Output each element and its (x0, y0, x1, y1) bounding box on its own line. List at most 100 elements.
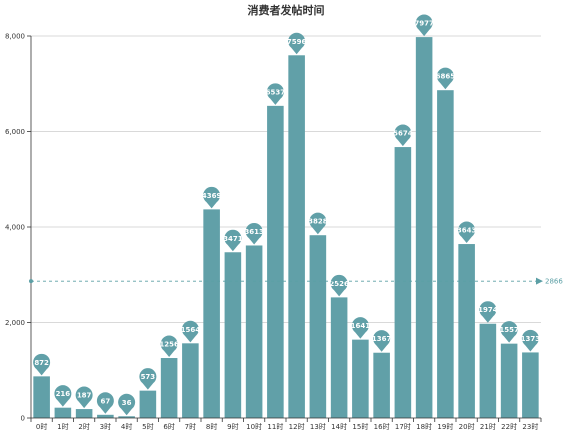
bar-value-marker (394, 124, 412, 147)
bar-layer (33, 37, 539, 419)
average-line-arrow (536, 277, 543, 285)
x-tick-label: 12时 (289, 422, 305, 431)
bar (437, 90, 454, 418)
bar-value-label: 3471 (223, 235, 243, 243)
y-tick-label: 6,000 (5, 128, 25, 136)
bar-value-label: 3613 (244, 228, 264, 236)
bar-value-marker (521, 329, 539, 352)
chart-title: 消费者发帖时间 (247, 4, 325, 17)
bar-value-label: 67 (101, 397, 111, 405)
bar-value-label: 7596 (287, 38, 307, 46)
bar-value-marker (181, 320, 199, 343)
bar-value-label: 5674 (393, 130, 413, 138)
bar-value-label: 1557 (499, 326, 519, 334)
average-line-layer: 2866 (29, 277, 563, 286)
bar-value-label: 1256 (159, 341, 179, 349)
y-tick-label: 4,000 (5, 224, 25, 232)
bar-value-marker (75, 386, 93, 409)
bar-value-label: 4369 (202, 192, 222, 200)
bar-value-marker (96, 392, 114, 414)
x-tick-label: 8时 (206, 422, 217, 431)
bar-value-marker (139, 368, 157, 390)
bar (203, 209, 220, 418)
bar-value-label: 36 (122, 399, 132, 407)
bar-value-label: 3828 (308, 218, 328, 226)
bar (522, 352, 539, 418)
bar (75, 409, 93, 418)
bar-value-marker (500, 321, 518, 343)
bar-value-marker (479, 301, 497, 323)
bar-value-marker (458, 221, 476, 244)
x-tick-label: 10时 (246, 422, 262, 431)
x-tick-label: 18时 (416, 422, 432, 431)
bar-value-label: 216 (56, 390, 71, 398)
bar-value-marker (330, 274, 348, 297)
x-tick-label: 14时 (331, 422, 347, 431)
bar (415, 37, 433, 418)
bar-value-marker (54, 385, 72, 407)
bar-value-label: 6865 (436, 73, 456, 81)
bar-value-marker (266, 83, 284, 105)
bar (352, 339, 369, 418)
bar (182, 343, 199, 418)
x-tick-label: 21时 (480, 422, 496, 431)
bar (224, 252, 242, 418)
x-tick-label: 4时 (121, 422, 132, 431)
y-tick-label: 8,000 (5, 33, 25, 41)
x-tick-label: 5时 (142, 422, 153, 431)
x-tick-label: 1时 (57, 422, 68, 431)
bar (267, 105, 284, 419)
bar-value-label: 1974 (478, 306, 498, 314)
x-tick-label: 2时 (78, 422, 89, 431)
y-tick-label: 2,000 (5, 319, 25, 327)
x-tick-label: 9时 (227, 422, 238, 431)
x-tick-label: 3时 (100, 422, 111, 431)
bar-value-label: 1373 (521, 335, 541, 343)
bar-value-marker (203, 186, 221, 209)
bar (309, 235, 327, 418)
bar-value-marker (224, 229, 242, 252)
x-tick-label: 6时 (163, 422, 174, 431)
x-tick-label: 20时 (459, 422, 475, 431)
x-tick-label: 22时 (501, 422, 517, 431)
x-tick-label: 13时 (310, 422, 326, 431)
bar-value-marker (118, 393, 136, 416)
bar-value-label: 1367 (372, 335, 392, 343)
bar (54, 407, 72, 418)
bar (330, 297, 348, 418)
average-line-label: 2866 (545, 278, 563, 286)
x-tick-label: 15时 (352, 422, 368, 431)
bar (373, 352, 390, 418)
bar (97, 414, 114, 418)
bar (245, 245, 263, 418)
x-tick-label: 23时 (522, 422, 538, 431)
bar (33, 376, 50, 418)
bar-value-label: 872 (34, 359, 49, 367)
bar (288, 55, 305, 418)
bar-value-marker (160, 335, 178, 358)
bar (160, 358, 178, 418)
bar-value-marker (415, 14, 433, 37)
bar (500, 343, 518, 418)
bar-value-label: 6537 (266, 88, 286, 96)
bar (118, 416, 135, 418)
bar-value-label: 1641 (351, 322, 371, 330)
bar-value-marker (436, 67, 454, 90)
bar-value-label: 2526 (329, 280, 349, 288)
x-tick-label: 0时 (36, 422, 47, 431)
x-tick-label: 11时 (267, 422, 283, 431)
bar-value-label: 187 (77, 392, 92, 400)
bar-value-label: 573 (141, 373, 156, 381)
bar-value-label: 1564 (181, 326, 201, 334)
x-tick-label: 7时 (185, 422, 196, 431)
bar-value-label: 3643 (457, 227, 477, 235)
bar-value-marker (288, 32, 306, 55)
x-tick-label: 19时 (437, 422, 453, 431)
x-tick-label: 16时 (374, 422, 390, 431)
grid-layer (31, 35, 541, 323)
bar (394, 147, 412, 418)
bar-value-marker (33, 353, 51, 376)
y-tick-label: 0 (21, 415, 25, 423)
